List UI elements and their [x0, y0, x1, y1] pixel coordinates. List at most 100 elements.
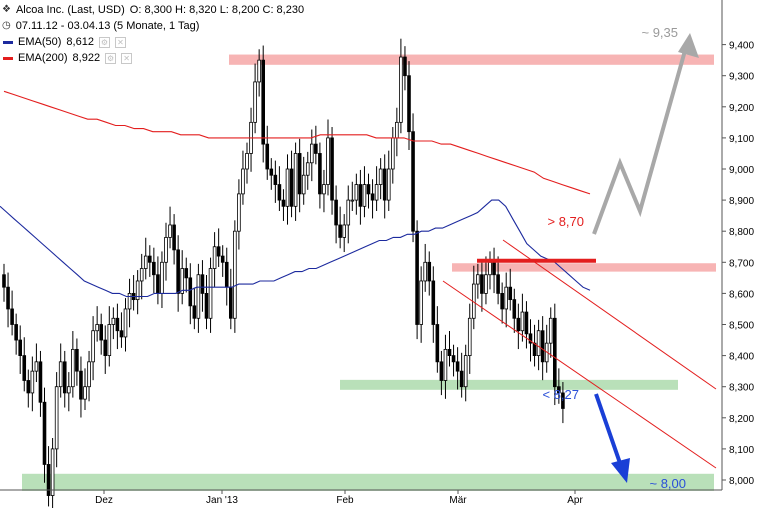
- candle-body: [95, 324, 99, 332]
- y-tick-label: 8,000: [729, 476, 754, 487]
- candle-body: [423, 261, 427, 282]
- y-tick-label: 9,400: [729, 41, 754, 52]
- candle-body: [241, 168, 245, 195]
- y-tick-label: 8,200: [729, 414, 754, 425]
- candle-body: [407, 75, 411, 133]
- candle-body: [184, 268, 189, 279]
- y-tick-label: 9,100: [729, 134, 754, 145]
- legend-ema200-row: EMA(200) 8,922 ⚙ ✕: [2, 50, 309, 66]
- candle-body: [524, 311, 529, 335]
- breakdown-label: < 8,27: [542, 387, 579, 402]
- ema50-label: EMA(50): [18, 36, 62, 48]
- candle-body: [111, 317, 116, 325]
- candle-body: [281, 199, 286, 207]
- candle-body: [192, 305, 197, 319]
- candle-body: [50, 448, 55, 496]
- candle-body: [176, 249, 180, 294]
- candle-body: [46, 464, 51, 496]
- candle-body: [285, 168, 290, 207]
- candle-body: [435, 324, 440, 363]
- ema50-close-icon[interactable]: ✕: [114, 36, 126, 48]
- candle-body: [14, 324, 18, 341]
- candle-body: [212, 246, 217, 269]
- candle-body: [358, 184, 363, 207]
- bullish-scenario-arrow: [592, 46, 688, 235]
- candle-body: [484, 274, 488, 294]
- candle-body: [62, 361, 67, 394]
- ema200-label: EMA(200): [18, 52, 68, 64]
- candle-body: [220, 255, 225, 263]
- candle-body: [269, 168, 274, 176]
- channel-lower-line: [442, 280, 717, 469]
- candle-body: [463, 355, 468, 388]
- candle-body: [164, 237, 168, 263]
- candle-body: [180, 268, 185, 294]
- candle-body: [38, 361, 43, 403]
- y-tick-label: 8,100: [729, 445, 754, 456]
- y-tick-label: 9,300: [729, 72, 754, 83]
- candle-body: [443, 348, 448, 381]
- candle-body: [362, 184, 367, 207]
- ema200-settings-icon[interactable]: ⚙: [105, 52, 117, 64]
- candle-body: [561, 392, 565, 409]
- clock-icon: ◷: [2, 20, 11, 31]
- candle-body: [42, 401, 47, 465]
- candle-body: [403, 56, 407, 77]
- candles-group: [2, 38, 565, 511]
- legend-range-row: ◷ 07.11.12 - 03.04.13 (5 Monate, 1 Tag): [2, 18, 309, 34]
- candle-body: [548, 317, 553, 344]
- candle-body: [480, 274, 484, 294]
- y-tick-label: 8,600: [729, 289, 754, 300]
- ema50-swatch: [3, 40, 13, 44]
- candle-body: [342, 224, 346, 238]
- candle-body: [30, 370, 35, 394]
- candle-body: [374, 184, 379, 201]
- candle-body: [318, 153, 322, 195]
- candle-body: [382, 168, 387, 201]
- ema200-close-icon[interactable]: ✕: [121, 52, 133, 64]
- support-zone-target: [22, 473, 714, 491]
- candle-body: [451, 355, 456, 363]
- candle-body: [277, 184, 282, 201]
- ema200-line: [3, 90, 591, 195]
- candle-body: [330, 137, 334, 201]
- x-tick-label: Feb: [336, 495, 354, 506]
- candle-body: [75, 348, 79, 372]
- candle-body: [71, 348, 75, 388]
- candle-body: [91, 330, 95, 363]
- candle-body: [237, 193, 241, 232]
- legend-instrument-row: ❖ Alcoa Inc. (Last, USD) O: 8,300 H: 8,3…: [2, 2, 309, 18]
- candle-body: [143, 255, 148, 269]
- candle-body: [334, 199, 338, 226]
- candle-body: [447, 348, 452, 357]
- candle-body: [79, 370, 83, 400]
- candle-body: [508, 286, 513, 301]
- candle-body: [2, 274, 6, 288]
- candle-body: [431, 280, 436, 325]
- candle-body: [58, 361, 63, 388]
- candle-body: [83, 386, 87, 400]
- y-tick-label: 8,900: [729, 196, 754, 207]
- target-down-label: ~ 8,00: [649, 476, 686, 491]
- ohlc-values: O: 8,300 H: 8,320 L: 8,200 C: 8,230: [129, 4, 305, 16]
- candle-body: [496, 274, 500, 294]
- support-zone-mid: [340, 379, 678, 390]
- candle-body: [200, 274, 205, 294]
- candle-body: [528, 333, 533, 344]
- breakout-label: > 8,70: [547, 214, 584, 229]
- candle-body: [419, 280, 423, 325]
- candle-body: [326, 137, 330, 185]
- x-tick-label: Apr: [567, 495, 583, 506]
- candle-body: [107, 324, 112, 357]
- bullish-arrow-head: [678, 33, 699, 58]
- ema50-settings-icon[interactable]: ⚙: [98, 36, 110, 48]
- date-range: 07.11.12 - 03.04.13 (5 Monate, 1 Tag): [15, 20, 200, 32]
- candle-body: [224, 261, 229, 288]
- candle-body: [147, 255, 152, 263]
- candle-body: [488, 261, 492, 276]
- candle-body: [354, 184, 359, 201]
- candle-body: [115, 317, 120, 332]
- candle-body: [540, 330, 545, 363]
